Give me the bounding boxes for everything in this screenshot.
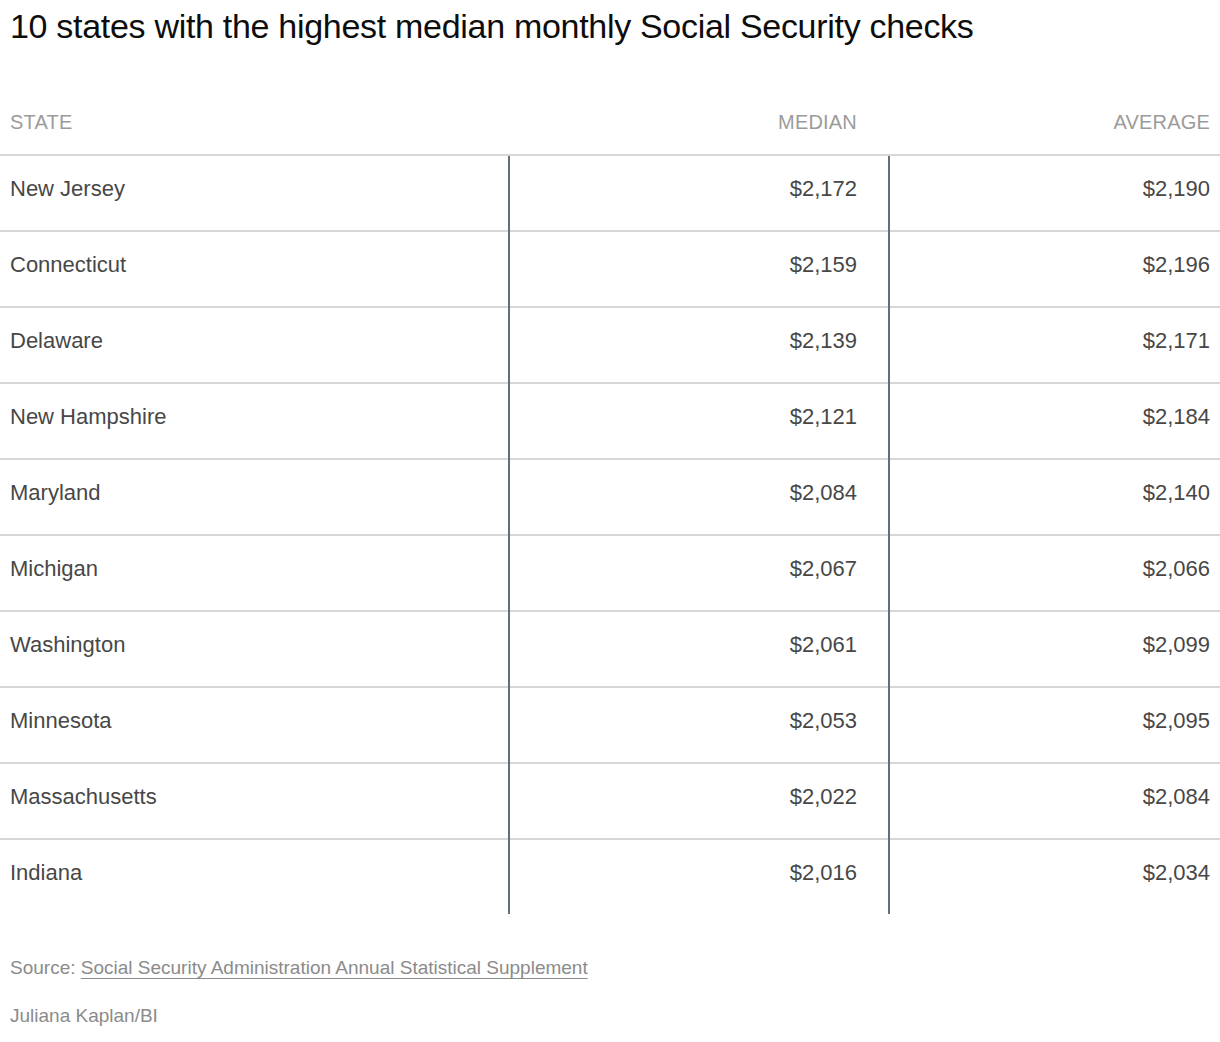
social-security-table-graphic: 10 states with the highest median monthl… <box>0 0 1220 1042</box>
column-header-average: AVERAGE <box>889 111 1220 154</box>
source-line: Source: Social Security Administration A… <box>10 956 1210 981</box>
table-row: Massachusetts $2,022 $2,084 <box>0 764 1220 840</box>
median-cell: $2,022 <box>508 764 889 838</box>
median-cell: $2,121 <box>508 384 889 458</box>
median-cell: $2,016 <box>508 840 889 914</box>
table-row: Minnesota $2,053 $2,095 <box>0 688 1220 764</box>
table-row: Indiana $2,016 $2,034 <box>0 840 1220 914</box>
average-cell: $2,196 <box>889 232 1220 306</box>
column-header-state: STATE <box>0 111 508 154</box>
median-cell: $2,172 <box>508 156 889 230</box>
column-header-median: MEDIAN <box>508 111 889 154</box>
state-cell: Indiana <box>0 840 508 914</box>
table-row: Washington $2,061 $2,099 <box>0 612 1220 688</box>
column-divider-2 <box>888 156 890 914</box>
page-title: 10 states with the highest median monthl… <box>0 0 1220 45</box>
state-cell: Connecticut <box>0 232 508 306</box>
median-cell: $2,061 <box>508 612 889 686</box>
table-row: Maryland $2,084 $2,140 <box>0 460 1220 536</box>
table-row: New Hampshire $2,121 $2,184 <box>0 384 1220 460</box>
average-cell: $2,095 <box>889 688 1220 762</box>
state-cell: Maryland <box>0 460 508 534</box>
table-row: New Jersey $2,172 $2,190 <box>0 156 1220 232</box>
source-label: Source: <box>10 957 75 978</box>
average-cell: $2,184 <box>889 384 1220 458</box>
average-cell: $2,140 <box>889 460 1220 534</box>
state-cell: Delaware <box>0 308 508 382</box>
average-cell: $2,084 <box>889 764 1220 838</box>
state-cell: Minnesota <box>0 688 508 762</box>
average-cell: $2,034 <box>889 840 1220 914</box>
median-cell: $2,067 <box>508 536 889 610</box>
byline: Juliana Kaplan/BI <box>10 1004 1210 1029</box>
median-cell: $2,139 <box>508 308 889 382</box>
table-row: Connecticut $2,159 $2,196 <box>0 232 1220 308</box>
average-cell: $2,171 <box>889 308 1220 382</box>
state-cell: Washington <box>0 612 508 686</box>
state-cell: New Hampshire <box>0 384 508 458</box>
column-divider-1 <box>508 156 510 914</box>
table-row: Delaware $2,139 $2,171 <box>0 308 1220 384</box>
source-link[interactable]: Social Security Administration Annual St… <box>81 957 588 978</box>
footer: Source: Social Security Administration A… <box>0 956 1220 1028</box>
table-header-row: STATE MEDIAN AVERAGE <box>0 111 1220 156</box>
average-cell: $2,190 <box>889 156 1220 230</box>
median-cell: $2,053 <box>508 688 889 762</box>
average-cell: $2,066 <box>889 536 1220 610</box>
data-table: STATE MEDIAN AVERAGE New Jersey $2,172 $… <box>0 111 1220 914</box>
median-cell: $2,084 <box>508 460 889 534</box>
average-cell: $2,099 <box>889 612 1220 686</box>
state-cell: Massachusetts <box>0 764 508 838</box>
table-body: New Jersey $2,172 $2,190 Connecticut $2,… <box>0 156 1220 914</box>
state-cell: Michigan <box>0 536 508 610</box>
table-row: Michigan $2,067 $2,066 <box>0 536 1220 612</box>
state-cell: New Jersey <box>0 156 508 230</box>
median-cell: $2,159 <box>508 232 889 306</box>
